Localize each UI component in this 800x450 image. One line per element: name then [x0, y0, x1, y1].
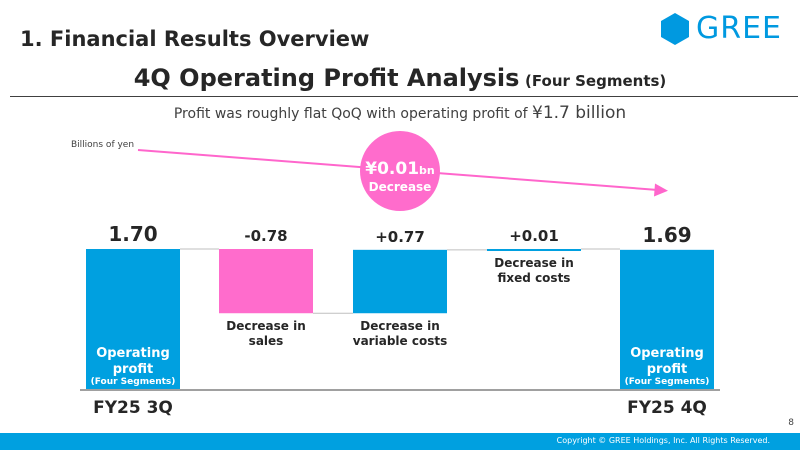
- bar-caption: sales: [249, 334, 284, 348]
- slide-title-sub: (Four Segments): [525, 72, 667, 90]
- page-number: 8: [788, 418, 794, 428]
- change-bubble: [360, 131, 440, 211]
- axis-label: FY25 4Q: [627, 398, 707, 418]
- total-bar-label: Operating: [630, 346, 704, 361]
- bar-decrease-in-sales: [219, 249, 313, 314]
- bar-caption: variable costs: [353, 334, 447, 348]
- total-bar-sublabel: (Four Segments): [91, 377, 176, 387]
- subtitle-text: Profit was roughly flat QoQ with operati…: [173, 106, 533, 122]
- slide-title-main: 4Q Operating Profit Analysis: [133, 64, 520, 92]
- bar-fy25-4q: [620, 249, 714, 389]
- bar-caption: Decrease in: [360, 319, 439, 333]
- bar-decrease-in-variable-costs: [353, 249, 447, 314]
- trend-arrow-head-icon: [654, 183, 668, 197]
- gree-logo: GREE: [660, 12, 782, 46]
- total-bar-label: profit: [647, 362, 688, 377]
- total-bar-label: Operating: [96, 346, 170, 361]
- bar-caption: Decrease in: [226, 319, 305, 333]
- bar-caption: Decrease in: [494, 256, 573, 270]
- bar-caption: fixed costs: [498, 271, 571, 285]
- subtitle-amount: ¥1.7 billion: [532, 103, 627, 123]
- bar-decrease-in-fixed-costs: [487, 249, 581, 252]
- slide-title: 4Q Operating Profit Analysis (Four Segme…: [0, 64, 800, 92]
- value-label: 1.69: [642, 223, 691, 247]
- value-label: +0.01: [509, 227, 559, 245]
- total-bar-sublabel: (Four Segments): [625, 377, 710, 387]
- axis-label: FY25 3Q: [93, 398, 173, 418]
- value-label: -0.78: [244, 227, 287, 245]
- total-bar-label: profit: [113, 362, 154, 377]
- subtitle: Profit was roughly flat QoQ with operati…: [0, 103, 800, 123]
- section-title: 1. Financial Results Overview: [20, 27, 370, 51]
- hexagon-logo-icon: [661, 13, 689, 45]
- change-label: Decrease: [369, 180, 432, 194]
- value-label: 1.70: [108, 222, 157, 246]
- change-amount: ¥0.01bn: [365, 159, 435, 179]
- value-label: +0.77: [375, 228, 425, 246]
- footer-bar: Copyright © GREE Holdings, Inc. All Righ…: [0, 433, 800, 450]
- units-label: Billions of yen: [71, 140, 135, 150]
- logo-text: GREE: [696, 11, 783, 46]
- bar-fy25-3q: [86, 249, 180, 389]
- copyright: Copyright © GREE Holdings, Inc. All Righ…: [556, 436, 770, 445]
- title-divider: [10, 96, 798, 97]
